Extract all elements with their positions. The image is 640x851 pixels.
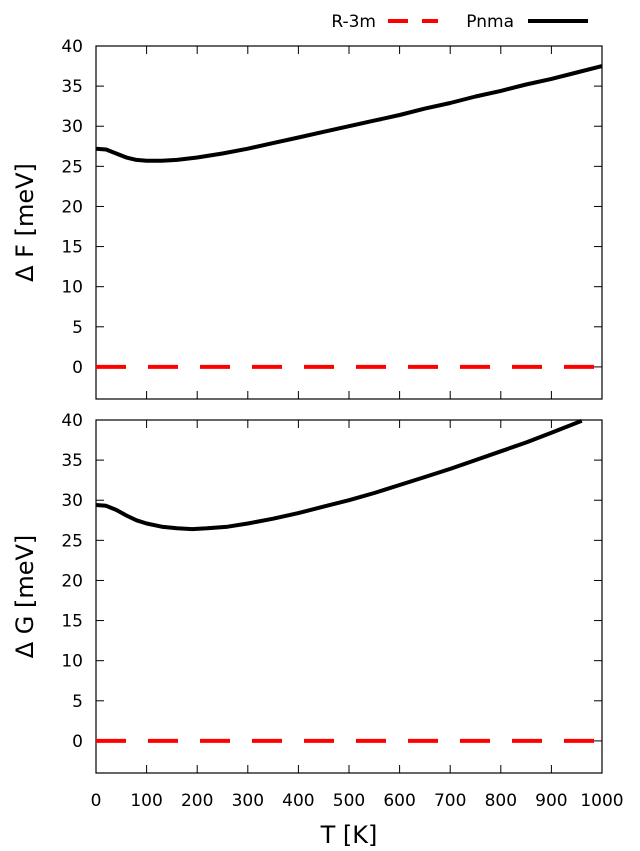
y-tick-label: 35 (61, 77, 83, 97)
series-line-pnma (95, 64, 603, 163)
y-tick-label: 5 (72, 318, 83, 338)
y-tick-label: 10 (61, 278, 83, 298)
y-tick-label: 15 (61, 238, 83, 258)
x-tick-label: 100 (130, 791, 162, 811)
x-tick-label: 900 (535, 791, 567, 811)
y-tick-label: 35 (61, 451, 83, 471)
legend: R-3m Pnma (331, 12, 588, 32)
y-tick-label: 10 (61, 652, 83, 672)
y-tick-label: 0 (72, 358, 83, 378)
y-tick-label: 20 (61, 571, 83, 591)
plot-frame (95, 45, 603, 400)
y-tick-label: 25 (61, 157, 83, 177)
x-tick-label: 0 (91, 791, 102, 811)
y-tick-label: 40 (61, 37, 83, 57)
y-tick-label: 15 (61, 612, 83, 632)
x-tick-label: 600 (383, 791, 415, 811)
legend-label-r3m: R-3m (331, 12, 376, 32)
x-tick-label: 400 (282, 791, 314, 811)
x-axis-title: T [K] (320, 821, 378, 849)
plot-frame (95, 419, 603, 774)
y-axis-title: Δ F [meV] (11, 163, 39, 282)
y-tick-label: 25 (61, 531, 83, 551)
y-tick-label: 5 (72, 692, 83, 712)
x-tick-label: 200 (181, 791, 213, 811)
y-axis-title: Δ G [meV] (11, 535, 39, 659)
x-tick-label: 300 (232, 791, 264, 811)
x-tick-label: 700 (434, 791, 466, 811)
series-line-pnma (95, 418, 583, 532)
x-tick-label: 800 (485, 791, 517, 811)
y-tick-label: 40 (61, 411, 83, 431)
y-tick-label: 30 (61, 491, 83, 511)
x-tick-label: 1000 (580, 791, 623, 811)
y-tick-label: 0 (72, 732, 83, 752)
y-tick-label: 20 (61, 197, 83, 217)
y-tick-label: 30 (61, 117, 83, 137)
legend-label-pnma: Pnma (466, 12, 514, 32)
x-tick-label: 500 (333, 791, 365, 811)
panel-delta-f: 0 5 10 15 20 25 30 35 40 Δ F [meV] (11, 37, 603, 400)
